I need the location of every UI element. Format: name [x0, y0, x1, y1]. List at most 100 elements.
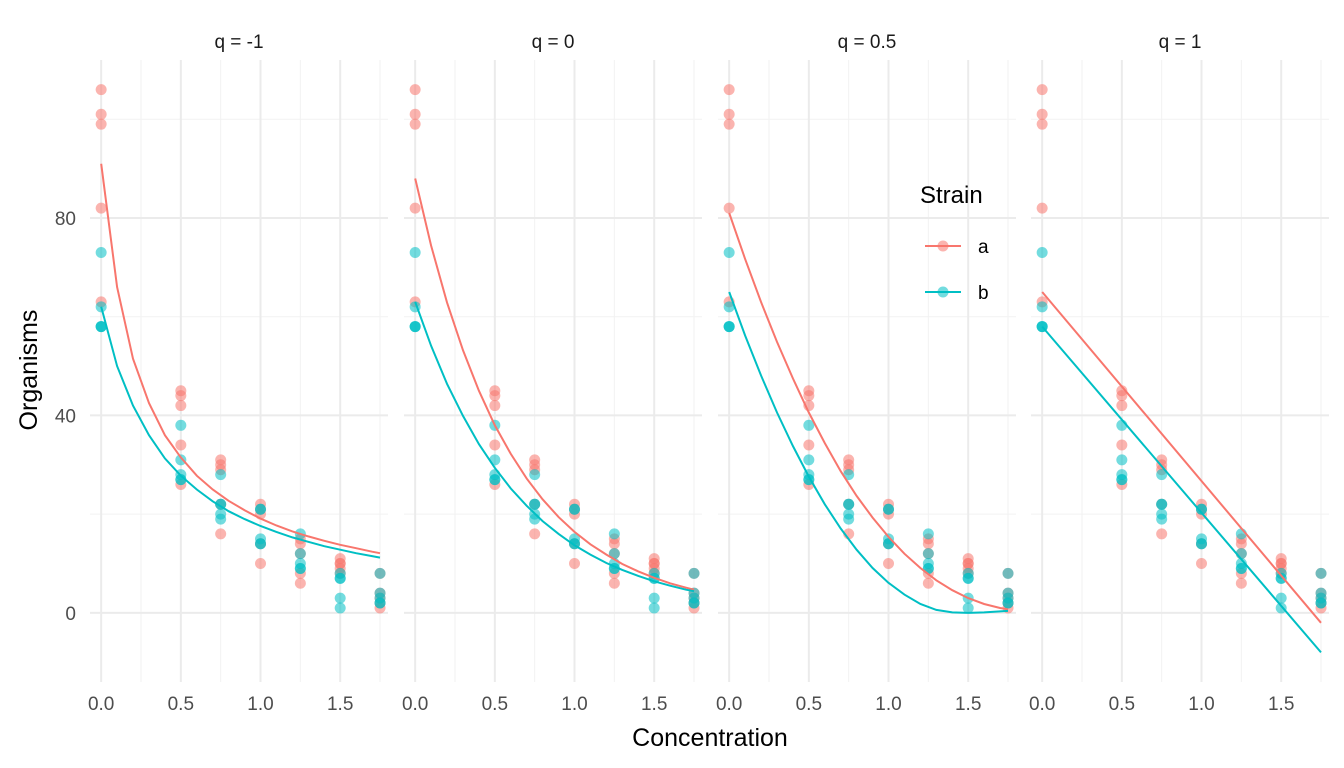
fit-line-b — [1041, 325, 1322, 654]
data-point-b — [1156, 469, 1168, 481]
data-point-a — [1116, 400, 1128, 412]
data-point-a — [1036, 84, 1048, 96]
x-tick-label: 0.0 — [1029, 694, 1055, 715]
fit-line-b — [100, 306, 381, 559]
data-point-b — [608, 548, 620, 560]
data-point-a — [409, 202, 421, 214]
data-point-b — [723, 301, 735, 313]
fit-line-a — [1041, 291, 1322, 624]
legend-label: a — [978, 237, 989, 258]
data-point-b — [175, 419, 187, 431]
data-point-b — [962, 572, 974, 584]
data-point-a — [1116, 439, 1128, 451]
data-point-b — [1315, 597, 1327, 609]
data-point-b — [1235, 562, 1247, 574]
facet-title: q = -1 — [214, 32, 263, 53]
data-point-a — [1235, 538, 1247, 550]
x-tick-label: 0.5 — [1109, 694, 1135, 715]
data-point-a — [1036, 108, 1048, 120]
data-point-b — [688, 597, 700, 609]
data-point-a — [294, 577, 306, 589]
legend-title: Strain — [920, 182, 983, 209]
fit-line-b — [728, 291, 1009, 614]
x-tick-label: 0.0 — [716, 694, 742, 715]
data-point-b — [843, 513, 855, 525]
data-point-b — [255, 538, 267, 550]
fit-line-b — [414, 301, 695, 593]
y-axis: 0 40 80 — [55, 209, 76, 625]
data-point-a — [922, 577, 934, 589]
data-point-a — [175, 400, 187, 412]
x-tick-label: 1.0 — [875, 694, 901, 715]
x-tick-label: 1.0 — [1188, 694, 1214, 715]
facet-panels: q = -10.0 0.5 1.0 1.5q = 00.0 0.5 1.0 1.5q = 0… — [88, 32, 1329, 715]
data-point-b — [334, 602, 346, 614]
data-point-a — [409, 108, 421, 120]
data-point-b — [409, 321, 421, 333]
legend-item-b: b — [925, 283, 989, 304]
data-point-b — [843, 469, 855, 481]
data-point-a — [95, 118, 107, 130]
data-point-a — [95, 84, 107, 96]
data-point-b — [409, 247, 421, 259]
data-point-b — [1116, 454, 1128, 466]
data-point-b — [648, 602, 660, 614]
data-point-a — [1036, 118, 1048, 130]
legend-item-a: a — [925, 237, 989, 258]
panel-2: q = 0 0.0 0.5 1.0 1.5 — [402, 32, 702, 715]
x-axis-title: Concentration — [632, 724, 788, 752]
x-tick-label: 1.5 — [641, 694, 667, 715]
fit-line-a — [100, 163, 381, 555]
x-tick-label: 1.5 — [327, 694, 353, 715]
x-tick-label: 0.5 — [482, 694, 508, 715]
data-point-a — [215, 528, 227, 540]
data-point-b — [922, 548, 934, 560]
data-point-a — [723, 84, 735, 96]
data-point-a — [723, 202, 735, 214]
data-point-b — [1002, 597, 1014, 609]
data-point-b — [529, 513, 541, 525]
data-point-b — [294, 562, 306, 574]
data-point-b — [374, 597, 386, 609]
data-point-b — [962, 602, 974, 614]
data-point-a — [95, 202, 107, 214]
data-point-b — [255, 503, 267, 515]
data-point-b — [374, 567, 386, 579]
data-point-a — [1036, 202, 1048, 214]
x-tick-label: 1.0 — [561, 694, 587, 715]
y-tick-label: 40 — [55, 406, 76, 427]
data-point-b — [1036, 301, 1048, 313]
data-point-b — [922, 528, 934, 540]
legend-label: b — [978, 283, 989, 304]
data-point-b — [723, 321, 735, 333]
data-point-b — [1196, 503, 1208, 515]
data-point-a — [803, 390, 815, 402]
panel-3: q = 0.5 0.0 0.5 1.0 1.5 — [716, 32, 1016, 715]
data-point-b — [215, 469, 227, 481]
x-tick-label: 1.5 — [955, 694, 981, 715]
data-point-b — [803, 454, 815, 466]
data-point-a — [409, 84, 421, 96]
data-point-b — [1156, 513, 1168, 525]
data-point-b — [95, 247, 107, 259]
data-point-b — [1315, 567, 1327, 579]
data-point-a — [883, 558, 895, 570]
data-point-b — [1116, 474, 1128, 486]
legend-key-point — [937, 240, 949, 252]
data-point-a — [175, 390, 187, 402]
facet-title: q = 1 — [1159, 32, 1202, 53]
data-point-a — [489, 390, 501, 402]
x-tick-label: 0.5 — [796, 694, 822, 715]
data-point-b — [723, 247, 735, 259]
data-point-a — [489, 400, 501, 412]
fit-line-a — [728, 212, 1009, 611]
data-point-b — [1275, 592, 1287, 604]
data-point-a — [1235, 577, 1247, 589]
data-point-b — [803, 419, 815, 431]
x-tick-label: 0.0 — [88, 694, 114, 715]
data-point-b — [1002, 567, 1014, 579]
data-point-b — [843, 498, 855, 510]
data-point-b — [1196, 538, 1208, 550]
data-point-a — [529, 528, 541, 540]
